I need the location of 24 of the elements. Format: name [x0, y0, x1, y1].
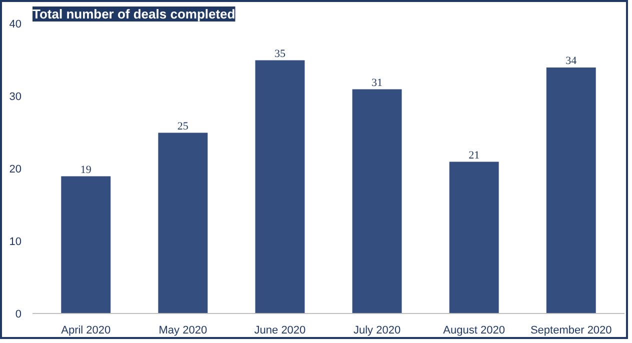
data-label: 34 — [566, 55, 578, 67]
bar — [60, 175, 112, 314]
x-tick-label: August 2020 — [443, 324, 505, 336]
y-tick-label: 30 — [9, 91, 22, 103]
data-label: 35 — [274, 48, 286, 60]
chart-title: Total number of deals completed — [32, 6, 236, 22]
x-tick-label: April 2020 — [61, 324, 111, 336]
y-tick-label: 40 — [9, 18, 22, 30]
data-label: 21 — [468, 149, 480, 162]
bar — [157, 132, 209, 314]
y-tick-label: 10 — [9, 236, 22, 248]
bar — [254, 59, 306, 314]
y-tick-label: 0 — [15, 308, 22, 320]
x-tick-label: July 2020 — [353, 324, 401, 336]
bar — [351, 88, 403, 314]
data-label: 31 — [372, 76, 383, 89]
y-tick-label: 20 — [9, 164, 22, 176]
x-tick-label: September 2020 — [530, 324, 612, 336]
x-tick-label: June 2020 — [254, 324, 306, 336]
bar — [545, 66, 597, 314]
data-label: 19 — [80, 164, 92, 176]
data-label: 25 — [177, 120, 189, 132]
x-tick-label: May 2020 — [158, 324, 208, 336]
bar — [448, 160, 500, 314]
